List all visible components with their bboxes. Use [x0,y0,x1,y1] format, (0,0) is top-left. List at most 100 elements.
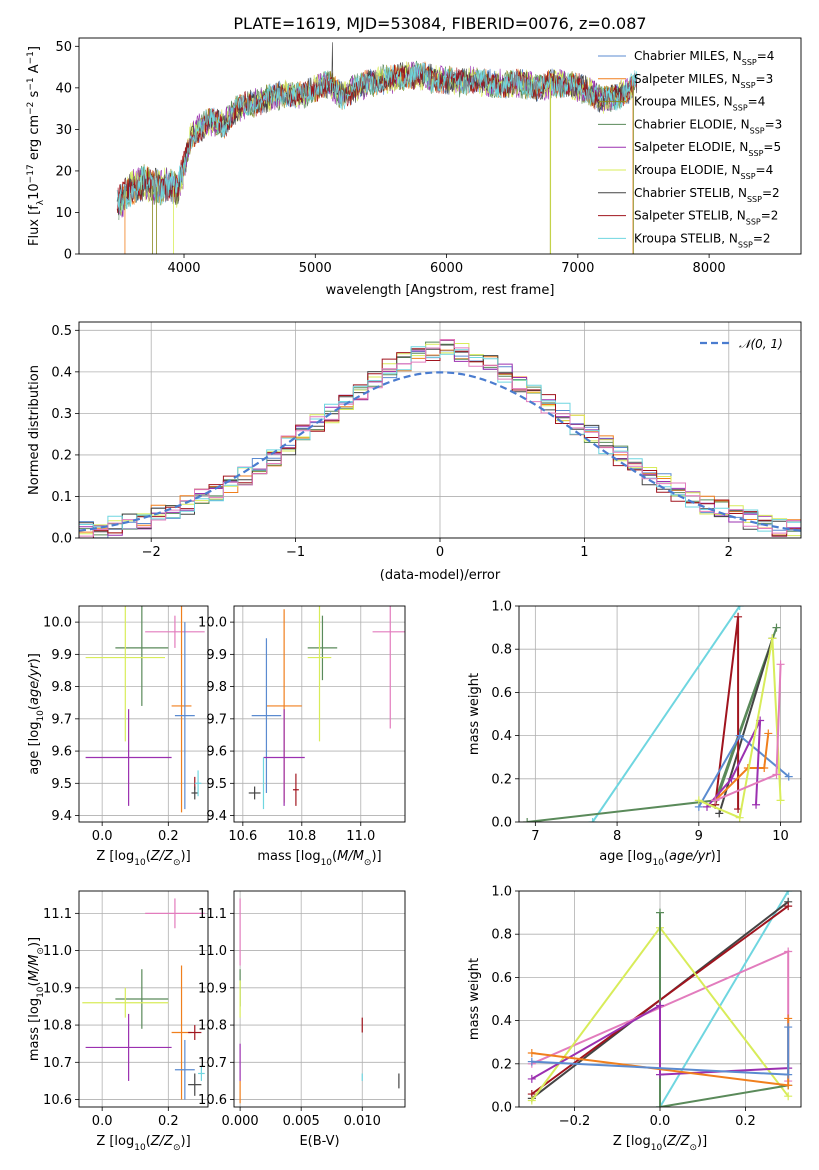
y-tick-label: 10.0 [198,616,227,631]
weight-marker [776,796,785,805]
y-tick-label: 10.0 [43,616,72,631]
z-age-frame [78,605,209,823]
x-tick-label: 7 [531,829,539,844]
weight-marker [656,1001,664,1010]
x-tick-label: 0.0 [92,1114,113,1129]
y-tick-label: 9.9 [51,648,72,663]
x-tick-label: 0.2 [735,1114,756,1129]
x-tick-label: 11.0 [346,829,375,844]
y-tick-label: 10.6 [43,1093,72,1108]
legend-entry: Salpeter ELODIE, NSSP=5 [634,140,781,158]
x-tick-label: 0.0 [650,1114,671,1129]
weight-marker [656,1070,664,1079]
weight-line [718,638,774,814]
weight-marker [735,813,744,822]
y-tick-label: 1.0 [491,600,512,615]
panel-residuals: −2 −1 0 1 2 0.0 0.1 0.2 0.3 0.4 0.5 𝒩(0, 1) (data-mo… [27,321,802,583]
y-tick-label: 0.2 [51,448,72,463]
weight-marker [715,809,724,818]
weight-line [659,912,789,1107]
weight-marker [764,729,773,738]
z-weight-y-label: mass weight [467,958,482,1040]
weight-marker [588,818,597,822]
y-tick-label: 10.7 [198,1056,227,1071]
age-weight-x-label: age [log10(age/yr)] [599,849,721,868]
panel-mass-age: 10.6 10.8 11.0 9.4 9.5 9.6 9.7 9.8 9.9 10.0 mass [… [198,605,406,868]
spectrum-y-label: Flux [fλ10−17 erg cm−2 s−1 A−1] [26,46,46,246]
weight-marker [784,1023,793,1032]
weight-marker [734,612,743,621]
legend-entry: Salpeter STELIB, NSSP=2 [634,209,778,227]
x-tick-label: 0.2 [158,829,179,844]
panel-age-weight: 7 8 9 10 0.0 0.2 0.4 0.6 0.8 1.0 age [log10(age/yr… [467,600,802,868]
x-tick-label: 0.0 [92,829,113,844]
y-tick-label: 50 [55,40,72,55]
x-tick-label: 1 [580,545,588,560]
weight-marker [711,796,720,805]
mass-age-frame [233,605,406,823]
y-tick-label: 9.8 [206,680,227,695]
weight-marker [760,764,769,772]
weight-marker [527,1096,536,1105]
z-age-plot-area [79,606,208,822]
spectrum-x-label: wavelength [Angstrom, rest frame] [326,283,555,298]
x-tick-label: 0 [436,545,444,560]
age-weight-y-label: mass weight [467,673,482,755]
x-tick-label: 9 [695,829,703,844]
weight-marker [727,774,736,783]
y-tick-label: 9.6 [206,745,227,760]
y-tick-label: 9.4 [206,809,227,824]
weight-marker [784,902,793,911]
weight-marker [784,772,793,781]
ebv-mass-frame [233,890,406,1108]
residuals-frame [78,321,802,539]
weight-marker [784,1014,793,1023]
legend-entry: Kroupa ELODIE, NSSP=4 [634,163,773,181]
normal-curve [79,371,801,532]
z-mass-frame [78,890,209,1108]
figure-title: PLATE=1619, MJD=53084, FIBERID=0076, z=0… [233,14,646,33]
x-tick-label: 0.005 [283,1114,320,1129]
y-tick-label: 10.9 [198,981,227,996]
y-tick-label: 9.9 [206,648,227,663]
y-tick-label: 0.3 [51,407,72,422]
z-weight-plot-area [519,891,801,1107]
y-tick-label: 10.8 [43,1019,72,1034]
legend-entry: Kroupa MILES, NSSP=4 [634,95,765,113]
y-tick-label: 0.8 [491,643,512,658]
legend-entry: Chabrier MILES, NSSP=4 [634,49,774,67]
weight-marker [772,623,781,632]
y-tick-label: 11.0 [198,944,227,959]
x-tick-label: −1 [286,545,305,560]
y-tick-label: 9.7 [51,712,72,727]
y-tick-label: 0.4 [491,1014,512,1029]
y-tick-label: 9.5 [206,777,227,792]
weight-marker [527,1057,536,1066]
y-tick-label: 0 [64,248,72,263]
y-tick-label: 40 [55,81,72,96]
y-tick-label: 11.1 [43,907,72,922]
weight-marker [784,1070,793,1079]
ebv-mass-x-label: E(B-V) [299,1134,339,1149]
y-tick-label: 30 [55,123,72,138]
weight-marker [735,731,744,740]
weight-marker [752,800,761,809]
y-tick-label: 0.0 [491,816,512,831]
panel-z-mass: 0.0 0.2 10.6 10.7 10.8 10.9 11.0 11.1 Z [log10(Z… [27,890,209,1153]
y-tick-label: 9.4 [51,809,72,824]
weight-line [706,720,762,808]
y-tick-label: 9.7 [206,712,227,727]
weight-marker [656,1103,664,1107]
y-tick-label: 20 [55,164,72,179]
x-tick-label: 7000 [561,261,594,276]
y-tick-label: 0.2 [491,772,512,787]
y-tick-label: 0.2 [491,1057,512,1072]
weight-marker [784,947,793,956]
y-tick-label: 10.6 [198,1093,227,1108]
panel-ebv-mass: 0.000 0.005 0.010 E(B-V) 10.6 10.7 10.8 10.9 11.… [198,890,406,1149]
weight-marker [784,1081,793,1090]
legend-entry: Chabrier STELIB, NSSP=2 [634,186,780,204]
x-tick-label: 5000 [299,261,332,276]
z-mass-plot-area [79,891,208,1107]
